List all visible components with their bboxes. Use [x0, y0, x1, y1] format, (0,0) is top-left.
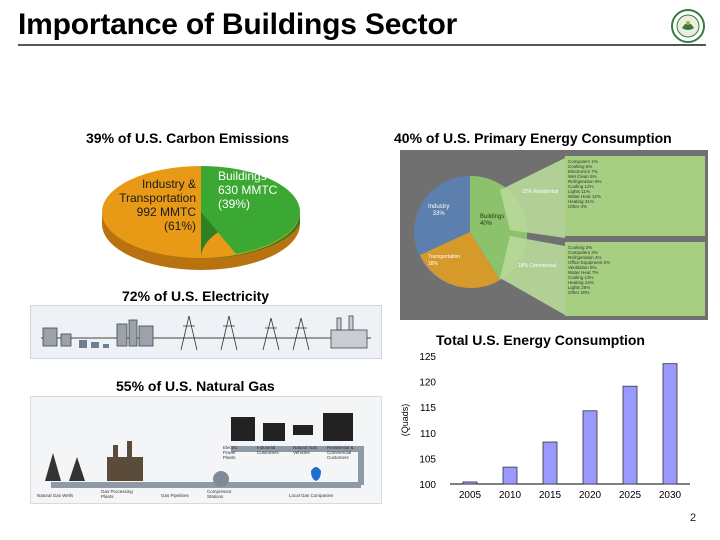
label-gas-pipelines: Gas Pipelines [161, 493, 189, 498]
power-plant-icon [42, 319, 154, 347]
commercial-end-uses: Cooking 2% Computers 3% Refrigeration 4%… [568, 245, 611, 295]
x-tick-label: 2020 [579, 490, 602, 501]
building-icons [79, 340, 109, 348]
bar-2020 [582, 410, 598, 485]
label-processing-plants: Gas Processing Plants [101, 489, 133, 499]
pie-label-industry: Industry & Transportation 992 MMTC (61%) [119, 177, 196, 233]
y-tick-label: 105 [419, 454, 436, 465]
page-number: 2 [690, 512, 697, 524]
y-tick-label: 125 [419, 352, 436, 363]
bar-2005 [462, 481, 478, 485]
bar-2015 [542, 441, 558, 485]
buildings-label: Buildings 40% [480, 214, 505, 227]
y-tick-label: 100 [419, 480, 436, 491]
carbon-pie-chart [102, 166, 300, 270]
industry-label: Industry 33% [428, 204, 450, 217]
bar-2030 [662, 363, 678, 485]
gas-flame-icon [311, 467, 321, 481]
natural-gas-supply-chain-illustration: Electric Power Plants Industrial Custome… [30, 396, 382, 504]
y-tick-label: 110 [420, 429, 436, 440]
label-industrial-customers: Industrial Customers [257, 445, 279, 455]
transportation-segment [420, 232, 500, 289]
total-energy-bar-chart: 100 105 110 115 120 125 (Quads) 2005 2010 2015 202… [400, 352, 690, 501]
slide-title: Importance of Buildings Sector [18, 8, 458, 41]
label-res-com-customers: Residential & Commercial Customers [327, 445, 354, 460]
carbon-emissions-heading: 39% of U.S. Carbon Emissions [86, 130, 290, 146]
processing-plant-icon [107, 441, 143, 481]
primary-energy-heading: 40% of U.S. Primary Energy Consumption [394, 130, 672, 146]
y-axis-label: (Quads) [400, 404, 410, 437]
label-local-gas-companies: Local Gas Companies [289, 493, 334, 498]
electricity-grid-illustration [30, 305, 382, 359]
residential-label: 22% Residential [522, 189, 559, 195]
factory-icon [330, 315, 368, 349]
natural-gas-heading: 55% of U.S. Natural Gas [116, 378, 275, 394]
bar-2010 [502, 466, 518, 485]
compressor-station-icon [213, 471, 229, 487]
label-compressor-stations: Compressor Stations [207, 489, 232, 499]
commercial-label: 18% Commercial [518, 263, 557, 269]
transportation-label: Transportation 28% [428, 254, 461, 267]
title-divider [18, 44, 706, 46]
y-tick-label: 120 [419, 378, 436, 389]
x-tick-label: 2015 [539, 490, 562, 501]
label-natural-gas-vehicles: Natural Gas Vehicles [293, 445, 318, 455]
bar-2025 [622, 385, 638, 485]
x-tick-label: 2025 [619, 490, 642, 501]
residential-end-uses: Computers 1% Cooking 5% Electronics 7% W… [568, 159, 602, 209]
x-tick-label: 2005 [459, 490, 482, 501]
x-tick-label: 2010 [499, 490, 522, 501]
label-gas-wells: Natural Gas Wells [37, 493, 74, 498]
chart-title: Total U.S. Energy Consumption [436, 332, 645, 348]
x-tick-label: 2030 [659, 490, 682, 501]
primary-energy-breakdown-image: Industry 33% Buildings 40% Transportation 2… [400, 150, 708, 320]
label-electric-power-plants: Electric Power Plants [223, 445, 238, 460]
doe-seal-logo [671, 9, 705, 43]
gas-wells-icon [45, 453, 85, 481]
electricity-heading: 72% of U.S. Electricity [122, 288, 270, 304]
pie-slice-buildings [201, 166, 300, 254]
pylon-icons [180, 315, 310, 351]
industrial-skyline-icon [231, 413, 353, 441]
y-tick-label: 115 [420, 403, 436, 414]
pie-label-buildings: Buildings 630 MMTC (39%) [218, 169, 278, 211]
